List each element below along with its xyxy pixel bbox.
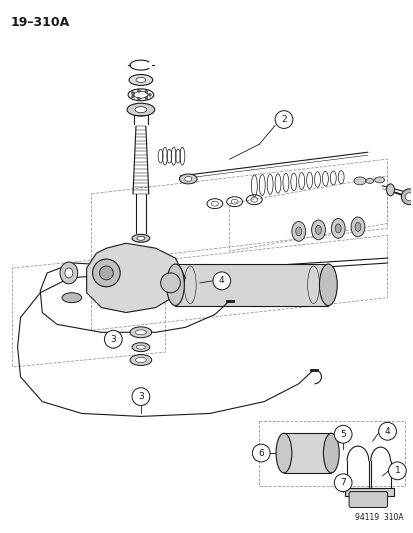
Circle shape [137,97,140,100]
Ellipse shape [135,77,145,83]
Ellipse shape [335,224,340,233]
Ellipse shape [135,330,146,335]
FancyBboxPatch shape [344,488,394,496]
Circle shape [252,444,270,462]
Ellipse shape [166,264,184,305]
Circle shape [404,193,412,201]
Circle shape [212,272,230,290]
Circle shape [104,330,122,348]
Text: 4: 4 [384,427,389,436]
Ellipse shape [127,103,154,116]
Ellipse shape [135,358,146,362]
Text: 6: 6 [258,449,263,457]
Circle shape [274,111,292,128]
Ellipse shape [315,225,320,235]
Ellipse shape [350,217,364,237]
Circle shape [131,95,134,98]
Ellipse shape [323,433,338,473]
Ellipse shape [130,327,152,338]
Text: 94119  310A: 94119 310A [354,513,402,522]
Text: 19–310A: 19–310A [11,15,70,29]
Text: 2: 2 [280,115,286,124]
Circle shape [400,189,413,205]
Ellipse shape [330,219,344,238]
Ellipse shape [65,268,73,278]
Ellipse shape [60,262,78,284]
Ellipse shape [374,177,384,183]
Circle shape [387,462,405,480]
Circle shape [160,273,180,293]
Circle shape [148,93,151,96]
Ellipse shape [386,184,394,196]
Ellipse shape [137,236,145,240]
Text: 3: 3 [138,392,143,401]
Circle shape [145,90,147,93]
Ellipse shape [353,177,365,185]
Ellipse shape [319,264,337,305]
Ellipse shape [132,235,150,243]
Text: 3: 3 [110,335,116,344]
Circle shape [145,96,147,99]
Ellipse shape [132,343,150,352]
FancyBboxPatch shape [175,264,328,305]
Ellipse shape [311,220,325,240]
FancyBboxPatch shape [283,433,330,473]
Ellipse shape [129,75,152,85]
Text: 7: 7 [339,478,345,487]
Ellipse shape [295,227,301,236]
Text: 1: 1 [394,466,399,475]
Circle shape [132,387,150,406]
Circle shape [333,474,351,491]
Polygon shape [86,243,185,312]
Ellipse shape [62,293,81,303]
Ellipse shape [275,433,291,473]
Circle shape [137,90,140,92]
Ellipse shape [354,222,360,231]
Ellipse shape [179,174,197,184]
Ellipse shape [136,345,145,349]
Circle shape [378,422,396,440]
Text: 4: 4 [218,276,224,285]
Ellipse shape [291,222,305,241]
Ellipse shape [365,179,373,183]
Ellipse shape [135,107,147,112]
Circle shape [93,259,120,287]
Text: 5: 5 [339,430,345,439]
Circle shape [333,425,351,443]
Circle shape [99,266,113,280]
Ellipse shape [184,176,191,181]
FancyBboxPatch shape [348,491,387,507]
Ellipse shape [130,354,152,366]
Circle shape [131,92,134,94]
